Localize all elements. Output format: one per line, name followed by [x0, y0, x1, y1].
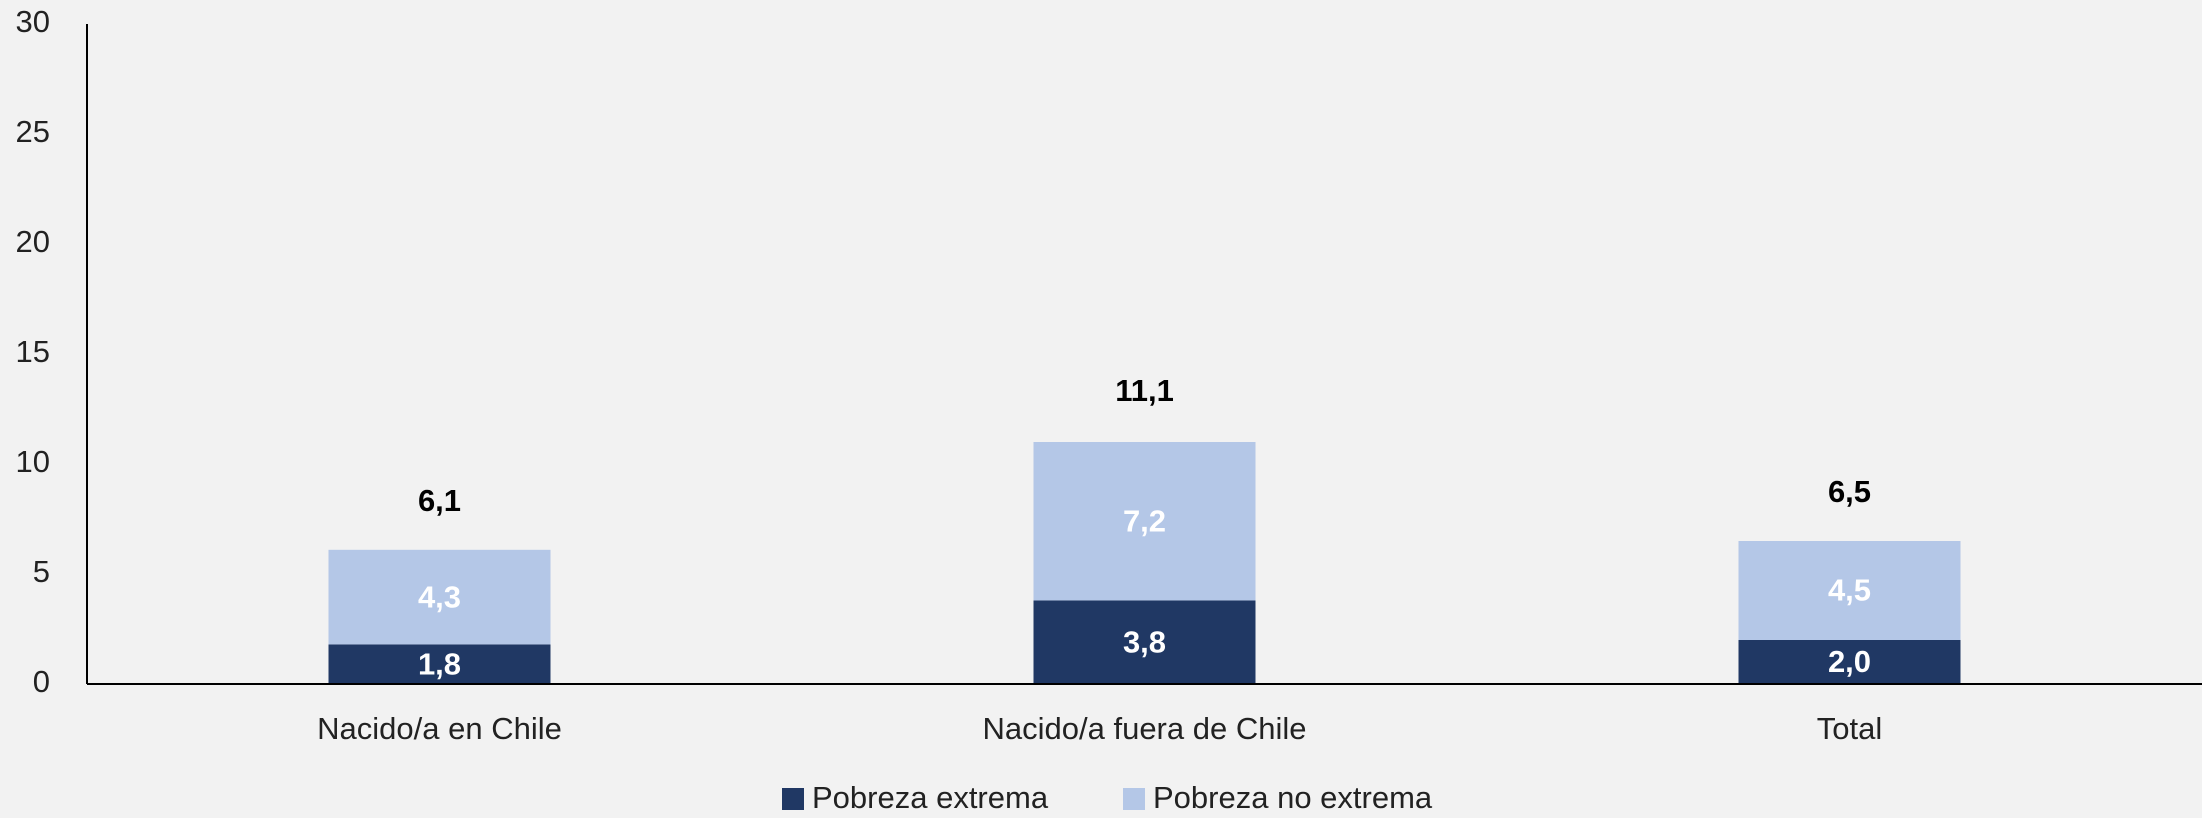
bar-segment	[328, 549, 551, 645]
legend-label: Pobreza no extrema	[1153, 780, 1433, 815]
x-tick-label: Nacido/a fuera de Chile	[983, 711, 1307, 746]
total-label: 6,1	[418, 483, 461, 518]
legend-label: Pobreza extrema	[812, 780, 1049, 815]
value-label: 4,3	[418, 579, 461, 614]
total-label: 11,1	[1115, 373, 1174, 408]
y-tick-label: 10	[16, 444, 50, 479]
bar-segment	[1738, 541, 1961, 640]
value-label: 4,5	[1828, 573, 1871, 608]
value-label: 7,2	[1123, 503, 1166, 538]
bar-segment	[1033, 600, 1256, 684]
y-tick-label: 15	[16, 334, 50, 369]
x-tick-label: Nacido/a en Chile	[317, 711, 562, 746]
value-label: 1,8	[418, 646, 461, 681]
y-tick-label: 20	[16, 224, 50, 259]
bar-segment	[1738, 640, 1961, 684]
y-tick-label: 25	[16, 114, 50, 149]
total-label: 6,5	[1828, 474, 1871, 509]
y-tick-label: 0	[33, 664, 50, 699]
y-tick-label: 30	[16, 4, 50, 39]
value-label: 2,0	[1828, 644, 1871, 679]
value-label: 3,8	[1123, 624, 1166, 659]
bar-segment	[328, 644, 551, 684]
x-tick-label: Total	[1817, 711, 1882, 746]
legend-swatch	[1123, 788, 1145, 810]
legend-swatch	[782, 788, 804, 810]
y-tick-label: 5	[33, 554, 50, 589]
bar-segment	[1033, 442, 1256, 601]
